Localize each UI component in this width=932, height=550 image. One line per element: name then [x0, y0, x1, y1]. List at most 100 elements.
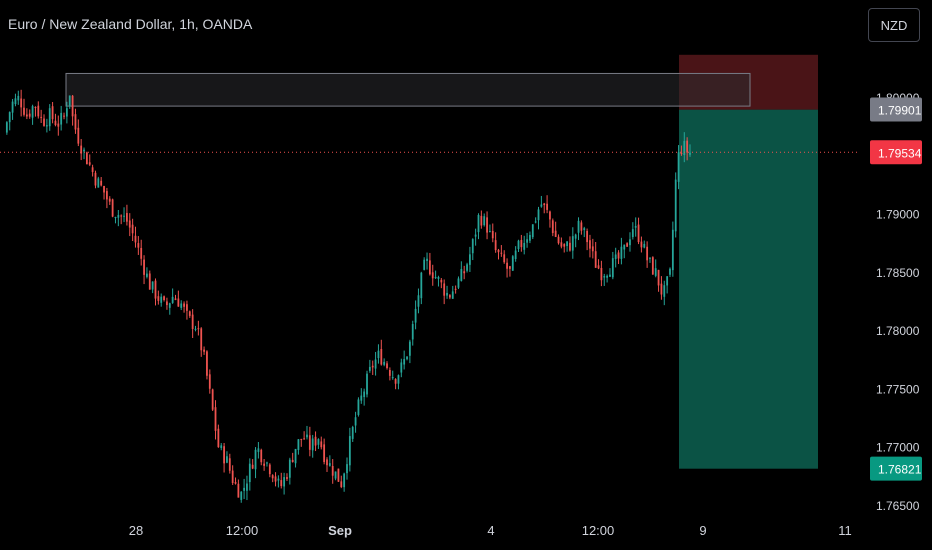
candle-body	[486, 217, 488, 233]
candle-body	[123, 215, 125, 217]
candle-body	[43, 118, 45, 126]
candle-body	[128, 220, 131, 228]
candle-body	[491, 230, 494, 239]
candle-body	[51, 106, 54, 120]
candle-body	[57, 123, 60, 127]
candle-body	[543, 203, 546, 206]
candle-body	[586, 230, 588, 243]
candle-body	[463, 271, 466, 274]
x-tick-label: 12:00	[226, 523, 259, 538]
candle-body	[266, 462, 268, 464]
candle-body	[423, 259, 426, 270]
candle-body	[328, 463, 331, 466]
currency-button[interactable]: NZD	[868, 8, 920, 42]
candle-body	[137, 243, 140, 248]
x-tick-label: 11	[838, 523, 852, 538]
candle-body	[120, 215, 123, 217]
candle-body	[331, 466, 334, 476]
candle-body	[48, 108, 51, 127]
candle-body	[131, 224, 134, 234]
candle-body	[180, 303, 183, 308]
candle-body	[177, 298, 180, 307]
candle-body	[300, 438, 303, 440]
candle-body	[74, 114, 77, 130]
candle-body	[280, 480, 283, 487]
candle-body	[414, 308, 417, 323]
candle-body	[514, 250, 517, 260]
candle-body	[308, 435, 311, 450]
y-tick-label: 1.78500	[876, 266, 920, 280]
candle-body	[529, 234, 531, 241]
candle-body	[268, 464, 271, 475]
x-tick-label: 28	[129, 523, 143, 538]
candle-body	[263, 463, 266, 466]
candle-body	[509, 266, 511, 269]
candle-body	[417, 295, 420, 307]
candle-body	[174, 298, 177, 300]
candle-body	[283, 477, 286, 487]
candle-body	[440, 279, 443, 283]
candle-body	[166, 301, 168, 306]
candle-body	[654, 268, 657, 276]
candle-body	[563, 244, 566, 247]
x-tick-label: Sep	[328, 523, 352, 538]
candle-body	[23, 107, 25, 115]
candle-body	[183, 303, 185, 307]
candle-body	[574, 234, 577, 239]
candle-body	[106, 191, 108, 200]
candle-body	[28, 113, 31, 117]
candle-body	[63, 115, 65, 117]
candle-body	[77, 127, 80, 144]
candle-body	[531, 224, 534, 238]
candle-body	[223, 446, 225, 464]
candle-body	[326, 459, 328, 466]
candle-body	[663, 285, 666, 297]
candle-body	[94, 172, 97, 186]
candle-body	[203, 349, 205, 352]
candle-body	[194, 328, 197, 330]
candle-body	[368, 366, 371, 371]
candle-body	[140, 247, 143, 259]
candle-body	[483, 216, 486, 226]
candle-body	[589, 240, 591, 249]
candle-body	[146, 273, 148, 277]
candle-body	[226, 456, 228, 463]
candle-body	[251, 464, 254, 469]
candle-body	[383, 361, 386, 365]
candle-body	[443, 283, 446, 296]
candle-body	[600, 267, 603, 281]
candle-body	[237, 483, 240, 498]
candle-body	[503, 254, 506, 263]
candle-body	[631, 229, 634, 238]
candle-body	[114, 216, 117, 218]
candle-body	[17, 95, 20, 101]
candle-body	[449, 295, 451, 298]
candle-body	[246, 483, 248, 491]
target-price-label-box	[870, 456, 922, 481]
candle-body	[540, 204, 543, 207]
candle-body	[274, 476, 277, 482]
candle-body	[594, 251, 597, 268]
candle-body	[111, 199, 114, 217]
candle-body	[54, 120, 57, 126]
candle-body	[206, 351, 208, 376]
candle-body	[431, 272, 434, 279]
candle-body	[609, 274, 611, 277]
candle-body	[434, 276, 437, 279]
candle-body	[14, 98, 17, 105]
candle-body	[480, 215, 483, 226]
candle-body	[60, 112, 63, 125]
candle-body	[320, 441, 323, 448]
candle-body	[254, 449, 257, 470]
target-zone	[679, 109, 818, 469]
stop-price-label: 1.79901	[878, 103, 922, 117]
candle-body	[526, 239, 528, 243]
candle-body	[157, 296, 160, 301]
candle-body	[271, 475, 274, 479]
candle-body	[200, 328, 203, 351]
candle-body	[100, 180, 103, 186]
candle-body	[500, 252, 503, 254]
candle-body	[420, 272, 423, 299]
candle-body	[363, 391, 366, 398]
